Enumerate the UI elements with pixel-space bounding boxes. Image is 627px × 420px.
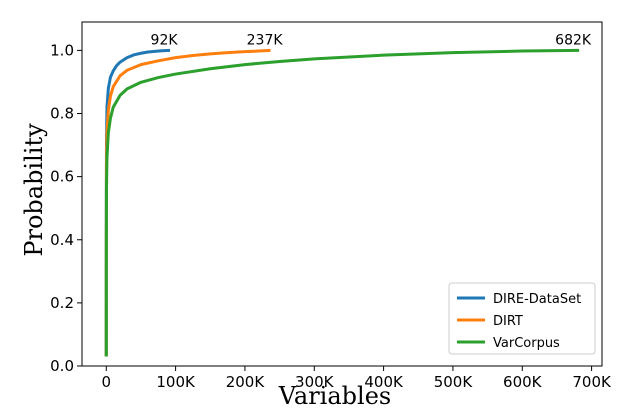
end-label-dire-dataset: 92K	[151, 32, 179, 48]
x-tick-label: 400K	[364, 373, 404, 391]
legend-label-varcorpus: VarCorpus	[493, 336, 560, 351]
y-axis-title: Probability	[20, 123, 48, 257]
y-tick-label: 0.0	[50, 357, 74, 375]
legend-frame	[448, 282, 596, 355]
y-tick-label: 0.6	[50, 168, 74, 186]
end-labels: 92K 237K 682K	[151, 32, 592, 48]
legend-items: DIRE-DataSet DIRT VarCorpus	[457, 292, 581, 351]
x-axis-title: Variables	[278, 382, 391, 410]
end-label-varcorpus: 682K	[555, 32, 592, 48]
end-label-dirt: 237K	[247, 32, 284, 48]
y-tick-label: 0.4	[50, 231, 74, 249]
x-tick-label: 0	[101, 373, 111, 391]
y-tick-label: 0.8	[50, 105, 74, 123]
y-tick-label: 0.2	[50, 294, 74, 312]
x-tick-label: 600K	[503, 373, 543, 391]
x-tick-label: 500K	[434, 373, 474, 391]
axes: 0 100K 200K 300K 400K 500K 600K 700K 0.0 0.2 0.4 0.…	[50, 21, 612, 391]
legend-label-dirt: DIRT	[493, 314, 523, 329]
legend-label-dire-dataset: DIRE-DataSet	[493, 292, 581, 307]
series-layer	[104, 48, 580, 357]
plot-frame	[81, 21, 603, 367]
series-line-dirt	[104, 48, 271, 357]
x-tick-label: 100K	[156, 373, 196, 391]
x-tick-label: 700K	[572, 373, 612, 391]
series-line-dire-dataset	[104, 48, 171, 357]
y-tick-label: 1.0	[50, 41, 74, 59]
legend: DIRE-DataSet DIRT VarCorpus	[448, 282, 596, 355]
series-line-varcorpus	[104, 48, 580, 357]
x-tick-label: 200K	[226, 373, 266, 391]
x-tick-label: 300K	[295, 373, 335, 391]
